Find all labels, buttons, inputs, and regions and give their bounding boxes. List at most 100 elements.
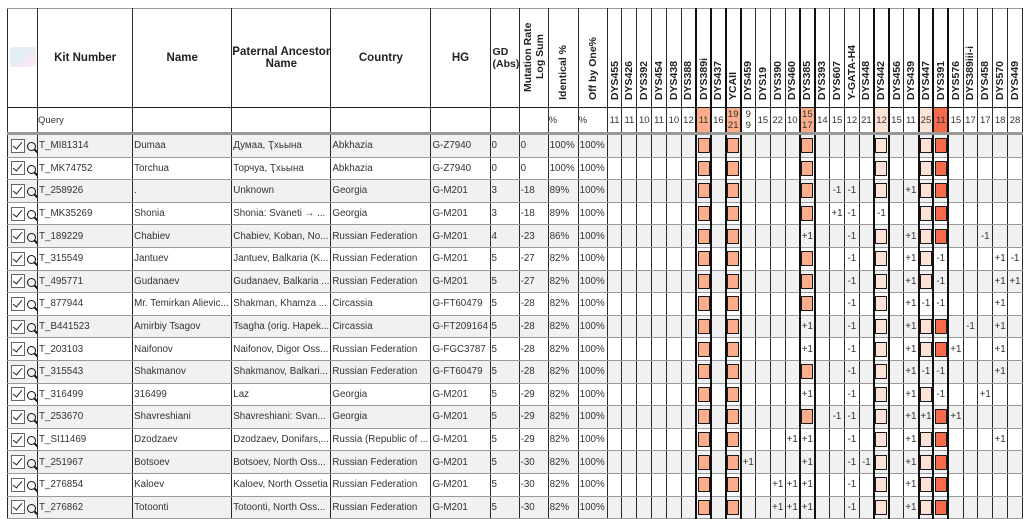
table-row[interactable]: T_258926. Unknown Georgia G-M201 3 -18 89% 100%… (6, 179, 1023, 203)
header-marker-ycaii[interactable]: YCAII (724, 8, 742, 108)
header-marker-dys454[interactable]: DYS454 (651, 8, 667, 108)
table-row[interactable]: T_495771 Gudanaev Gudanaev, Balkaria ... Ru… (6, 270, 1023, 294)
query-marker-value: 15 (754, 107, 771, 135)
header-marker-dys385[interactable]: DYS385 (798, 8, 816, 108)
header-marker-dys459[interactable]: DYS459 (740, 8, 756, 108)
search-icon[interactable] (27, 164, 36, 174)
table-row[interactable]: T_SI11469 Dzodzaev Dzodzaev, Donifars,... R… (6, 428, 1023, 452)
header-country[interactable]: Country (330, 8, 432, 108)
table-row[interactable]: T_MK35269 Shonia Shonia: Svaneti → ... Geor… (6, 202, 1023, 226)
search-icon[interactable] (27, 458, 36, 468)
header-marker-dys439[interactable]: DYS439 (903, 8, 920, 108)
header-marker-dys438[interactable]: DYS438 (665, 8, 682, 108)
table-row[interactable]: T_276862 Totoonti Totoonti, North Oss... Ru… (6, 496, 1023, 519)
header-marker-dys449[interactable]: DYS449 (1007, 8, 1023, 108)
search-icon[interactable] (27, 368, 36, 378)
search-icon[interactable] (27, 187, 36, 197)
search-icon[interactable] (27, 255, 36, 265)
table-row[interactable]: T_203103 Naifonov Naifonov, Digor Oss... Ru… (6, 337, 1023, 361)
table-row[interactable]: T_B441523 Amirbiy Tsagov Tsagha (orig. Hap… (6, 315, 1023, 339)
search-icon[interactable] (27, 481, 36, 491)
header-paternal-ancestor[interactable]: Paternal Ancestor Name (231, 8, 332, 108)
header-marker-dys19[interactable]: DYS19 (754, 8, 771, 108)
header-marker-dys576[interactable]: DYS576 (947, 8, 964, 108)
select-checkbox[interactable] (11, 274, 25, 289)
select-checkbox[interactable] (11, 138, 25, 153)
select-checkbox[interactable] (11, 432, 25, 447)
header-identical[interactable]: Identical % (547, 8, 579, 108)
table-row[interactable]: T_315549 Jantuev Jantuev, Balkaria (K... Ru… (6, 247, 1023, 271)
header-marker-y-gata-h4[interactable]: Y-GATA-H4 (843, 8, 860, 108)
select-checkbox[interactable] (11, 251, 25, 266)
country-cell: Georgia (330, 405, 432, 429)
table-row[interactable]: T_253670 Shavreshiani Shavreshiani: Svan..… (6, 405, 1023, 429)
header-mutation-rate[interactable]: Mutation Rate Log Sum (518, 8, 549, 108)
marker-cell (858, 473, 875, 497)
search-icon[interactable] (27, 300, 36, 310)
header-marker-dys391[interactable]: DYS391 (932, 8, 950, 108)
table-row[interactable]: T_315543 Shakmanov Shakmanov, Balkari... Ru… (6, 360, 1023, 384)
header-marker-dys390[interactable]: DYS390 (769, 8, 786, 108)
header-name[interactable]: Name (132, 8, 233, 108)
select-checkbox[interactable] (11, 161, 25, 176)
select-checkbox[interactable] (11, 409, 25, 424)
marker-diff-box (920, 160, 932, 176)
table-row[interactable]: T_276854 Kaloev Kaloev, North Ossetia Russi… (6, 473, 1023, 497)
header-marker-dys447[interactable]: DYS447 (917, 8, 935, 108)
marker-cell (710, 360, 727, 384)
search-icon[interactable] (27, 436, 36, 446)
header-marker-dys607[interactable]: DYS607 (829, 8, 845, 108)
select-checkbox[interactable] (11, 500, 25, 515)
select-checkbox[interactable] (11, 296, 25, 311)
header-hg[interactable]: HG (430, 8, 491, 108)
header-kit-number[interactable]: Kit Number (37, 8, 134, 108)
marker-diff-cell (932, 337, 950, 361)
select-checkbox[interactable] (11, 477, 25, 492)
header-marker-dys442[interactable]: DYS442 (873, 8, 890, 108)
header-gd[interactable]: GD (Abs) (489, 8, 520, 108)
search-icon[interactable] (27, 503, 36, 513)
select-checkbox[interactable] (11, 342, 25, 357)
select-checkbox[interactable] (11, 229, 25, 244)
header-marker-dys389iii-i[interactable]: DYS389iii-i (962, 8, 979, 108)
marker-cell (740, 337, 756, 361)
header-marker-dys455[interactable]: DYS455 (606, 8, 623, 108)
header-marker-dys570[interactable]: DYS570 (992, 8, 1009, 108)
header-marker-dys393[interactable]: DYS393 (814, 8, 831, 108)
search-icon[interactable] (27, 142, 36, 152)
header-marker-dys437[interactable]: DYS437 (710, 8, 727, 108)
marker-cell (606, 247, 623, 271)
header-marker-dys458[interactable]: DYS458 (977, 8, 994, 108)
search-icon[interactable] (27, 413, 36, 423)
select-checkbox[interactable] (11, 206, 25, 221)
header-off-by-one[interactable]: Off by One% (577, 8, 608, 108)
header-marker-dys456[interactable]: DYS456 (888, 8, 905, 108)
table-row[interactable]: T_877944 Mr. Temirkan Alievic... Shakman, … (6, 292, 1023, 316)
search-icon[interactable] (27, 345, 36, 355)
header-marker-dys392[interactable]: DYS392 (636, 8, 653, 108)
search-icon[interactable] (27, 277, 36, 287)
header-marker-dys460[interactable]: DYS460 (784, 8, 801, 108)
table-row[interactable]: T_MK74752 Torchua Торчуа, Ҭхьына Abkhazia G-… (6, 157, 1023, 181)
marker-step-cell: +1 (784, 428, 801, 452)
select-checkbox[interactable] (11, 455, 25, 470)
table-row[interactable]: T_316499 316499 Laz Georgia G-M201 5 -29 82% 100… (6, 383, 1023, 407)
header-marker-dys388[interactable]: DYS388 (680, 8, 697, 108)
search-icon[interactable] (27, 210, 36, 220)
header-marker-dys448[interactable]: DYS448 (858, 8, 875, 108)
marker-cell (665, 337, 682, 361)
header-marker-dys426[interactable]: DYS426 (621, 8, 638, 108)
select-checkbox[interactable] (11, 387, 25, 402)
marker-cell (754, 496, 771, 519)
table-row[interactable]: T_MI81314 Dumaa Думаа, Ҭхьына Abkhazia G-Z79… (6, 133, 1023, 158)
search-icon[interactable] (27, 323, 36, 333)
select-checkbox[interactable] (11, 319, 25, 334)
search-icon[interactable] (27, 390, 36, 400)
table-row[interactable]: T_251967 Botsoev Botsoev, North Oss... Russ… (6, 450, 1023, 474)
header-marker-dys389i[interactable]: DYS389i (695, 8, 712, 108)
select-checkbox[interactable] (11, 183, 25, 198)
search-icon[interactable] (27, 232, 36, 242)
table-row[interactable]: T_189229 Chabiev Chabiev, Koban, No... Russ… (6, 224, 1023, 248)
select-checkbox[interactable] (11, 364, 25, 379)
marker-step-cell: -1 (829, 179, 845, 203)
